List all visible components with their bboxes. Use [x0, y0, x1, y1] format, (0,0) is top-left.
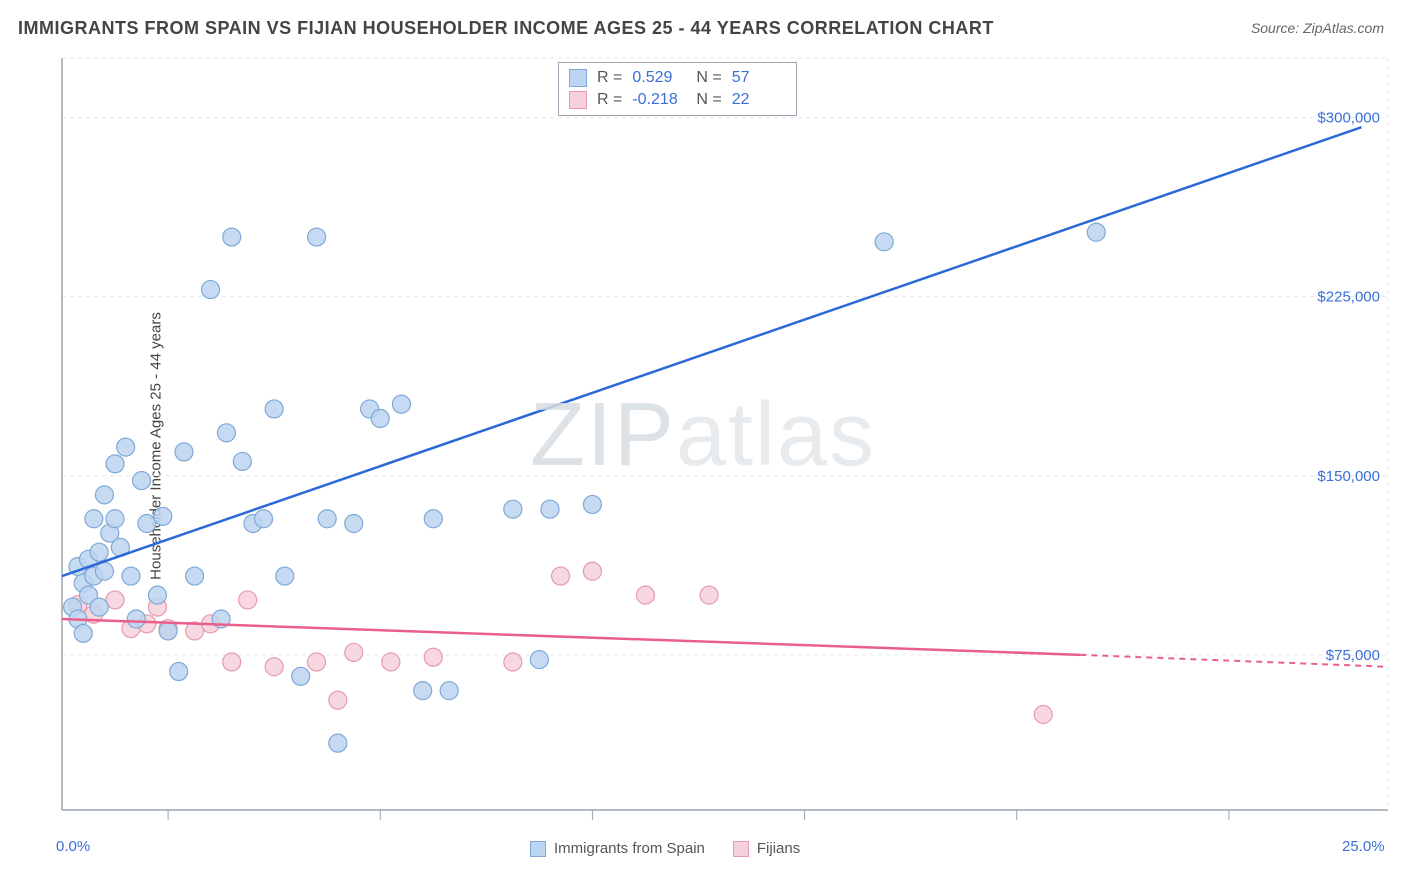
legend-swatch-spain [569, 69, 587, 87]
n-label: N = [696, 67, 721, 89]
regression-lines [62, 127, 1388, 667]
x-axis-min-label: 0.0% [56, 838, 90, 855]
n-value-fijians: 22 [732, 89, 786, 111]
legend-label-fijians: Fijians [757, 840, 800, 857]
n-label: N = [696, 89, 721, 111]
r-label: R = [597, 89, 622, 111]
svg-text:$75,000: $75,000 [1326, 647, 1380, 664]
series-fijians-points [69, 562, 1052, 723]
svg-text:$300,000: $300,000 [1317, 110, 1380, 127]
r-value-spain: 0.529 [632, 67, 686, 89]
series-spain-points [64, 223, 1106, 752]
svg-text:$225,000: $225,000 [1317, 289, 1380, 306]
x-axis-max-label: 25.0% [1342, 838, 1385, 855]
legend-swatch-fijians [569, 91, 587, 109]
legend-series: Immigrants from Spain Fijians [530, 840, 800, 857]
scatter-plot-svg: $75,000 $150,000 $225,000 $300,000 [0, 0, 1406, 892]
chart-container: IMMIGRANTS FROM SPAIN VS FIJIAN HOUSEHOL… [0, 0, 1406, 892]
svg-text:$150,000: $150,000 [1317, 468, 1380, 485]
legend-label-spain: Immigrants from Spain [554, 840, 705, 857]
legend-item-fijians: Fijians [733, 840, 800, 857]
legend-row-fijians: R = -0.218 N = 22 [569, 89, 786, 111]
legend-swatch-icon [530, 841, 546, 857]
y-axis-tick-labels: $75,000 $150,000 $225,000 $300,000 [1317, 110, 1380, 664]
gridlines [62, 58, 1388, 655]
axes [62, 58, 1388, 810]
legend-correlation-box: R = 0.529 N = 57 R = -0.218 N = 22 [558, 62, 797, 116]
n-value-spain: 57 [732, 67, 786, 89]
legend-item-spain: Immigrants from Spain [530, 840, 705, 857]
x-axis-ticks [168, 810, 1229, 820]
legend-row-spain: R = 0.529 N = 57 [569, 67, 786, 89]
r-label: R = [597, 67, 622, 89]
legend-swatch-icon [733, 841, 749, 857]
r-value-fijians: -0.218 [632, 89, 686, 111]
